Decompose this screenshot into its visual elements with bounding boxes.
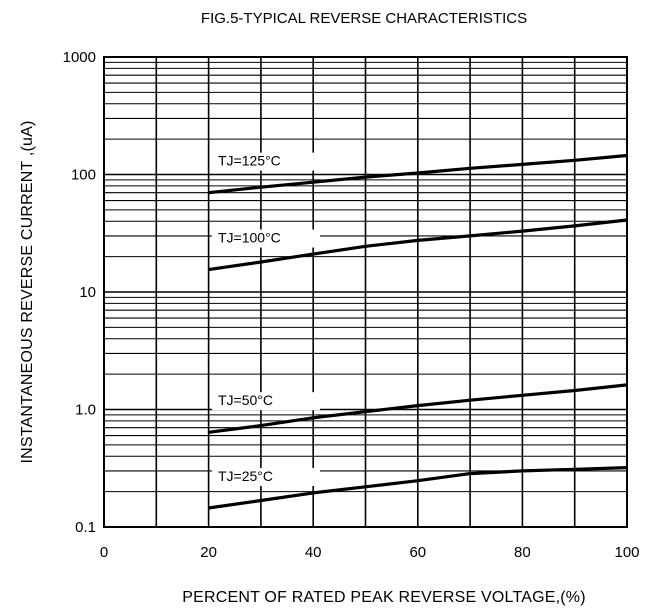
series-labels: TJ=125°C TJ=100°C TJ=50°C TJ=25°C [212, 152, 320, 486]
series-line-0 [208, 153, 628, 195]
chart-title: FIG.5-TYPICAL REVERSE CHARACTERISTICS [201, 10, 527, 27]
y-tick-label: 1000 [63, 49, 96, 66]
x-tick-label: 100 [614, 544, 639, 561]
y-tick-labels: 1000 100 10 1.0 0.1 [63, 49, 96, 536]
series-line-3 [208, 466, 628, 510]
x-tick-label: 40 [305, 544, 322, 561]
x-tick-label: 0 [100, 544, 108, 561]
series-line-1 [208, 218, 628, 272]
x-tick-labels: 0 20 40 60 80 100 [100, 544, 640, 561]
y-tick-label: 10 [79, 284, 96, 301]
y-tick-label: 100 [71, 167, 96, 184]
x-tick-label: 80 [514, 544, 531, 561]
data-lines [208, 153, 628, 510]
x-tick-label: 20 [200, 544, 217, 561]
series-label-background [212, 467, 320, 486]
grid-lines [103, 57, 628, 528]
series-label-background [212, 392, 320, 411]
series-line-2 [208, 383, 628, 434]
series-label-background [212, 229, 320, 248]
plot-frame [103, 56, 628, 528]
x-axis-label: PERCENT OF RATED PEAK REVERSE VOLTAGE,(%… [182, 589, 586, 606]
series-label-background [212, 152, 320, 171]
x-tick-label: 60 [409, 544, 426, 561]
series-label-1: TJ=100°C [218, 230, 281, 246]
y-tick-label: 0.1 [75, 519, 96, 536]
y-tick-label: 1.0 [75, 402, 96, 419]
series-label-0: TJ=125°C [218, 153, 281, 169]
y-axis-label: INSTANTANEOUS REVERSE CURRENT ,(uA) [19, 120, 36, 463]
series-label-3: TJ=25°C [218, 468, 273, 484]
series-label-2: TJ=50°C [218, 392, 273, 408]
